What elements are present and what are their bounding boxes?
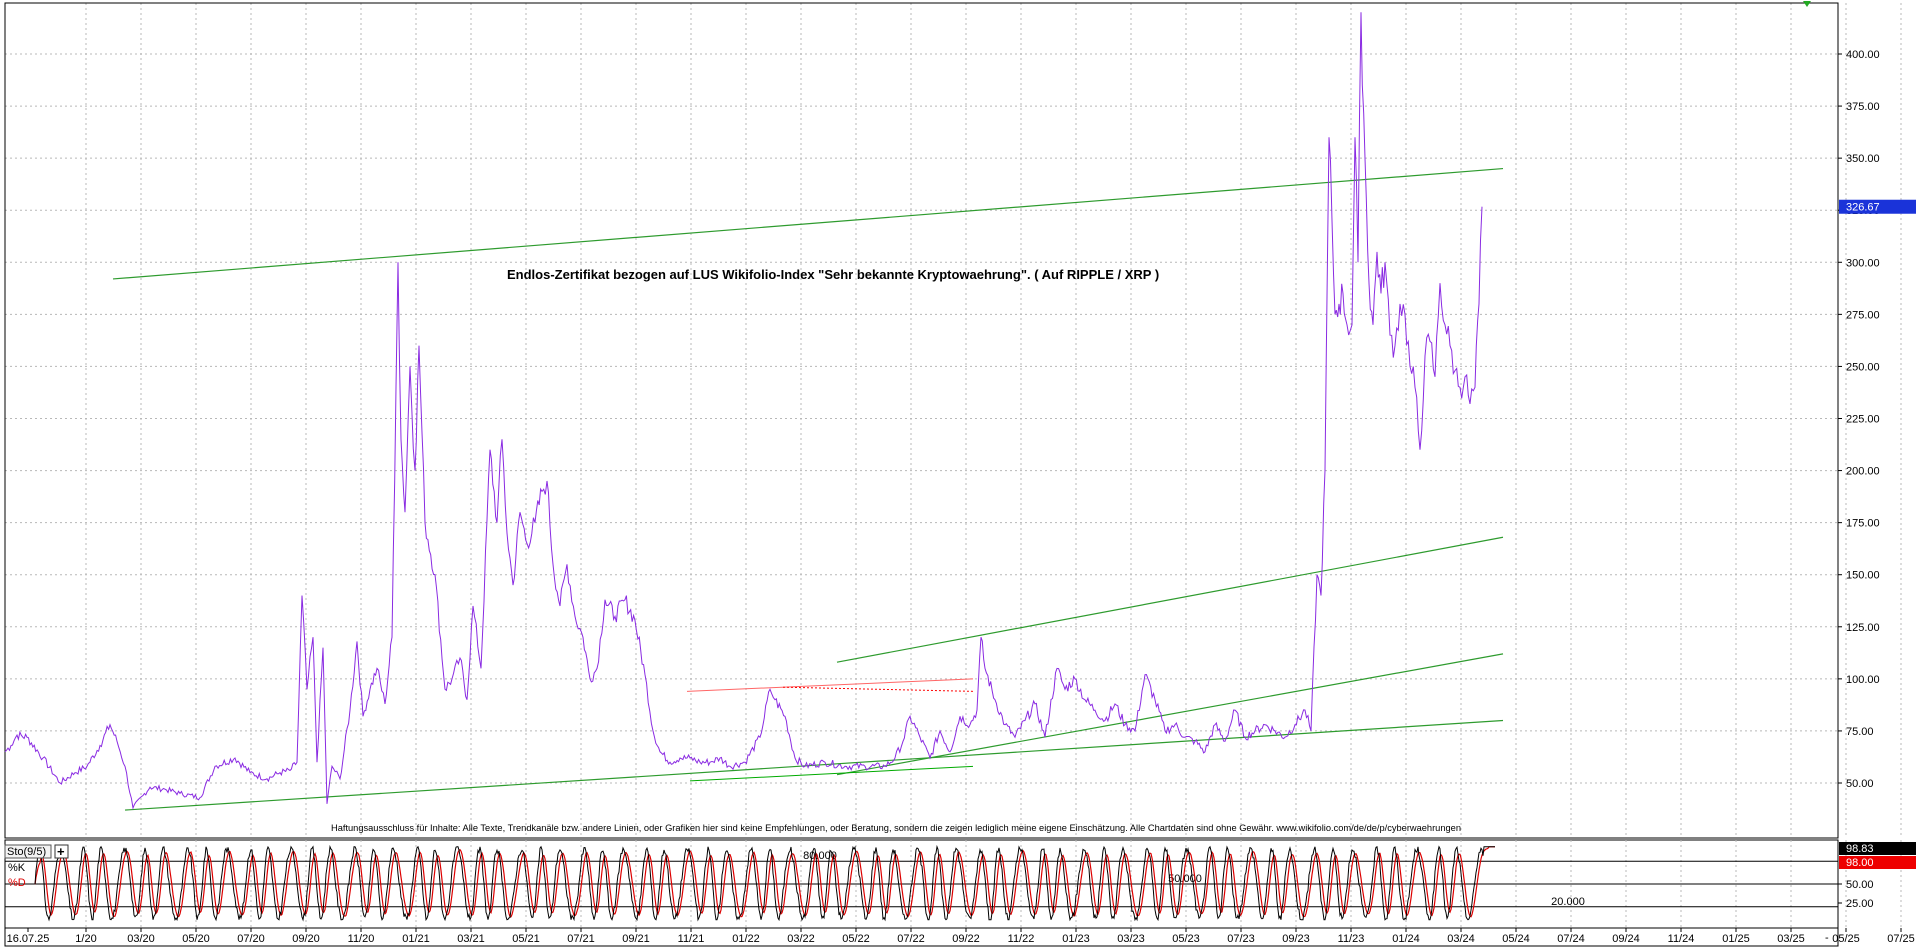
x-tick-label: 05/25 [1832,933,1860,945]
last-d-label: 98.00 [1846,857,1874,869]
stochastic-k-line [34,844,1495,922]
oscillator-y-axis: 50.00 25.00 98.83 98.00 [1838,842,1916,910]
y-tick-label: 350.00 [1846,153,1880,165]
x-tick-label: 1/20 [75,933,96,945]
x-tick-label: 01/21 [402,933,430,945]
y-tick-label: 275.00 [1846,309,1880,321]
x-tick-label: 07/25 [1887,933,1915,945]
osc-y-tick-label: 50.00 [1846,879,1874,891]
x-tick-label: 05/22 [842,933,870,945]
k-legend-label: %K [8,862,26,874]
disclaimer-text: Haftungsausschluss für Inhalte: Alle Tex… [331,823,1461,833]
trendline-flag-base [689,765,974,782]
last-value-label: 326.67 [1846,202,1880,214]
x-tick-label: 03/24 [1447,933,1475,945]
stochastic-d-line [34,846,1495,918]
y-tick-label: 300.00 [1846,257,1880,269]
x-tick-label: 01/23 [1062,933,1090,945]
x-tick-label: 05/23 [1172,933,1200,945]
x-axis: 16.07.25 1/20 03/20 05/20 07/20 09/20 11/20 01/… [7,928,1915,945]
trendline-lower-channel [124,719,1504,811]
price-series [4,12,1483,810]
x-tick-label: 07/22 [897,933,925,945]
x-tick-label: 07/20 [237,933,265,945]
trendline-mid-channel-2 [836,536,1504,663]
level-label: 20.000 [1551,896,1585,908]
x-tick-label: 11/24 [1668,933,1695,945]
x-tick-label: 05/24 [1502,933,1530,945]
x-tick-label: 09/20 [292,933,320,945]
x-tick-label: 01/25 [1722,933,1750,945]
x-tick-label: 03/25 [1777,933,1805,945]
chart-title: Endlos-Zertifikat bezogen auf LUS Wikifo… [507,267,1159,282]
x-tick-label: 09/23 [1282,933,1310,945]
trend-lines [112,167,1504,811]
x-tick-label: 01/22 [732,933,760,945]
x-tick-label: 07/23 [1227,933,1255,945]
oscillator-legend: Sto(9/5) + %K %D [4,844,69,889]
x-tick-label: 09/21 [622,933,650,945]
last-k-badge [1839,842,1916,855]
x-tick-label: 09/24 [1612,933,1640,945]
trendline-upper-channel [112,167,1504,280]
y-tick-label: 225.00 [1846,414,1880,426]
last-value-badge [1839,199,1916,214]
trendline-mid-channel-1 [836,653,1504,776]
y-tick-label: 250.00 [1846,361,1880,373]
y-tick-label: 50.00 [1846,778,1874,790]
last-k-label: 98.83 [1846,843,1874,855]
x-tick-label: 05/21 [512,933,540,945]
main-plot-border [4,2,1839,839]
trendline-resistance [686,678,974,692]
y-tick-label: 100.00 [1846,674,1880,686]
y-tick-label: 200.00 [1846,466,1880,478]
main-grid [5,3,1902,838]
y-tick-label: 75.00 [1846,726,1874,738]
indicator-box[interactable] [4,844,52,859]
y-tick-label: 400.00 [1846,49,1880,61]
plus-icon: + [57,844,65,859]
x-tick-label: 07/24 [1557,933,1585,945]
x-tick-label: 03/22 [787,933,815,945]
x-axis-end-marker: - [1825,932,1829,944]
add-indicator-button[interactable] [54,844,69,859]
y-tick-label: 175.00 [1846,518,1880,530]
stochastic-series [34,844,1495,922]
x-tick-label: 11/21 [678,933,705,945]
d-legend-label: %D [8,877,26,889]
indicator-name: Sto(9/5) [7,846,46,858]
x-axis-strip [4,927,1839,947]
x-tick-label: 03/20 [127,933,155,945]
level-label: 50.000 [1168,873,1202,885]
x-tick-label: 07/21 [567,933,595,945]
x-tick-label: 03/23 [1117,933,1145,945]
y-tick-label: 125.00 [1846,622,1880,634]
last-d-badge [1839,856,1916,869]
x-tick-label: 16.07.25 [7,933,50,945]
x-tick-label: 11/23 [1338,933,1365,945]
x-tick-label: 01/24 [1392,933,1420,945]
y-tick-label: 375.00 [1846,101,1880,113]
x-tick-label: 09/22 [952,933,980,945]
main-y-axis: 400.00375.00350.00325.00300.00275.00250.… [1838,49,1916,790]
x-tick-label: 05/20 [182,933,210,945]
chart-labels: Endlos-Zertifikat bezogen auf LUS Wikifo… [331,267,1461,833]
green-marker-icon [1803,1,1811,7]
osc-y-tick-label: 25.00 [1846,898,1874,910]
y-tick-label: 150.00 [1846,570,1880,582]
x-tick-label: 03/21 [457,933,485,945]
price-line [4,12,1483,810]
x-tick-label: 11/20 [348,933,375,945]
x-tick-label: 11/22 [1008,933,1035,945]
